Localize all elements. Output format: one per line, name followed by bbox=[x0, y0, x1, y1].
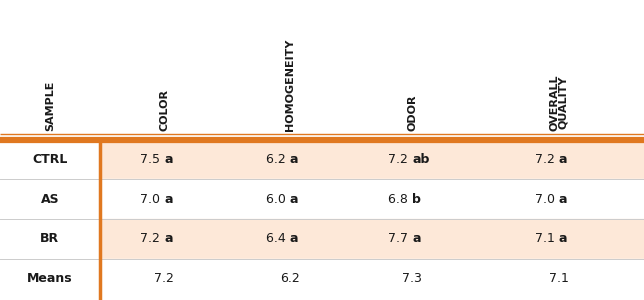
Text: 7.2: 7.2 bbox=[388, 153, 412, 166]
Bar bbox=[0, 140, 644, 179]
Text: 7.2: 7.2 bbox=[140, 232, 164, 245]
Text: SAMPLE: SAMPLE bbox=[45, 80, 55, 130]
Text: AS: AS bbox=[41, 193, 59, 206]
Text: 6.2: 6.2 bbox=[266, 153, 290, 166]
Text: a: a bbox=[558, 232, 567, 245]
Text: 6.4: 6.4 bbox=[266, 232, 290, 245]
Text: a: a bbox=[290, 153, 298, 166]
Text: OVERALL
QUALITY: OVERALL QUALITY bbox=[549, 74, 568, 130]
Text: a: a bbox=[558, 153, 567, 166]
Bar bbox=[0, 259, 100, 298]
Text: CTRL: CTRL bbox=[32, 153, 68, 166]
Text: 6.2: 6.2 bbox=[280, 272, 299, 285]
Bar bbox=[0, 259, 644, 298]
Text: 6.8: 6.8 bbox=[388, 193, 412, 206]
Text: 6.0: 6.0 bbox=[266, 193, 290, 206]
Text: a: a bbox=[558, 193, 567, 206]
Bar bbox=[0, 140, 100, 179]
Text: Means: Means bbox=[27, 272, 73, 285]
Text: 7.0: 7.0 bbox=[140, 193, 164, 206]
Text: HOMOGENEITY: HOMOGENEITY bbox=[285, 38, 295, 130]
Bar bbox=[0, 219, 644, 259]
Text: 7.2: 7.2 bbox=[535, 153, 558, 166]
Bar bbox=[0, 179, 644, 219]
Text: 7.0: 7.0 bbox=[535, 193, 558, 206]
Text: BR: BR bbox=[41, 232, 59, 245]
Text: COLOR: COLOR bbox=[159, 88, 169, 130]
Text: ab: ab bbox=[412, 153, 430, 166]
Text: 7.1: 7.1 bbox=[535, 232, 558, 245]
Text: a: a bbox=[290, 232, 298, 245]
Text: a: a bbox=[164, 193, 173, 206]
Text: 7.3: 7.3 bbox=[402, 272, 422, 285]
Bar bbox=[0, 179, 100, 219]
Text: a: a bbox=[164, 232, 173, 245]
Text: a: a bbox=[290, 193, 298, 206]
Text: a: a bbox=[164, 153, 173, 166]
Text: ODOR: ODOR bbox=[407, 94, 417, 130]
Text: 7.5: 7.5 bbox=[140, 153, 164, 166]
Text: 7.1: 7.1 bbox=[549, 272, 569, 285]
Text: a: a bbox=[412, 232, 421, 245]
Text: 7.7: 7.7 bbox=[388, 232, 412, 245]
Text: b: b bbox=[412, 193, 421, 206]
Text: 7.2: 7.2 bbox=[155, 272, 174, 285]
Bar bbox=[0, 219, 100, 259]
